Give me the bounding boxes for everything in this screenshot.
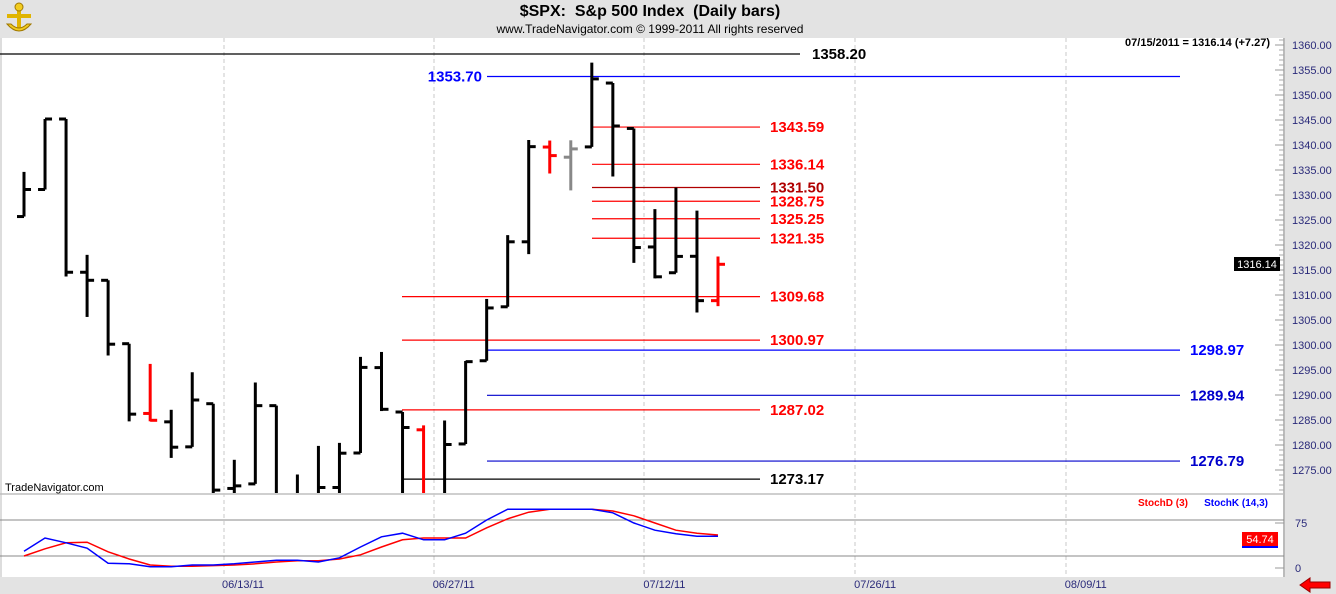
ohlc-bar[interactable]	[353, 356, 368, 455]
ohlc-bar[interactable]	[80, 254, 95, 317]
ohlc-bar[interactable]	[374, 351, 389, 412]
price-level-label: 1276.79	[1190, 453, 1244, 470]
stoch-d-line	[23, 508, 719, 567]
stoch-value-box	[1242, 532, 1278, 546]
chart-subtitle: www.TradeNavigator.com © 1999-2011 All r…	[496, 22, 804, 36]
stoch-y-tick-label: 75	[1295, 518, 1307, 530]
x-tick-label: 07/26/11	[854, 579, 896, 591]
price-level-label: 1336.14	[770, 156, 825, 173]
last-price-box	[1234, 257, 1280, 271]
ohlc-bar[interactable]	[647, 209, 662, 279]
gold-anchor-logo-icon	[5, 2, 33, 32]
ohlc-bar[interactable]	[332, 442, 347, 507]
y-tick-label: 1345.00	[1292, 115, 1332, 127]
y-tick-label: 1290.00	[1292, 390, 1332, 402]
ohlc-bar[interactable]	[668, 187, 683, 275]
ohlc-bar[interactable]	[500, 235, 515, 309]
price-level-label: 1300.97	[770, 332, 824, 349]
price-level-label: 1328.75	[770, 193, 824, 210]
x-tick-label: 07/12/11	[643, 579, 685, 591]
price-level-label: 1343.59	[770, 119, 824, 136]
y-tick-label: 1330.00	[1292, 190, 1332, 202]
price-level-label: 1331.50	[770, 180, 824, 197]
ohlc-bar[interactable]	[290, 474, 304, 554]
price-level-label: 1309.68	[770, 289, 824, 306]
ohlc-bar[interactable]	[626, 126, 641, 263]
ohlc-bar[interactable]	[122, 342, 137, 422]
y-tick-label: 1360.00	[1292, 40, 1332, 52]
price-level-label: 1273.17	[770, 471, 824, 488]
ohlc-bar[interactable]	[416, 425, 431, 508]
ohlc-bar[interactable]	[395, 410, 410, 531]
stoch-k-legend[interactable]: StochK (14,3)	[1204, 498, 1268, 509]
ohlc-bar[interactable]	[710, 256, 725, 307]
y-tick-label: 1355.00	[1292, 65, 1332, 77]
ohlc-bar[interactable]	[542, 140, 557, 174]
ohlc-bar[interactable]	[206, 402, 221, 504]
y-tick-label: 1315.00	[1292, 265, 1332, 277]
y-tick-label: 1275.00	[1292, 465, 1332, 477]
ohlc-bar[interactable]	[521, 139, 536, 255]
ohlc-bar[interactable]	[438, 420, 452, 507]
price-level-label: 1298.97	[1190, 342, 1244, 359]
y-tick-label: 1335.00	[1292, 165, 1332, 177]
ohlc-bar[interactable]	[269, 404, 283, 536]
y-tick-label: 1280.00	[1292, 440, 1332, 452]
x-tick-label: 06/13/11	[222, 579, 264, 591]
y-tick-label: 1305.00	[1292, 315, 1332, 327]
ohlc-bar[interactable]	[38, 117, 53, 191]
x-tick-label: 08/09/11	[1065, 579, 1107, 591]
stochastic-panel[interactable]	[0, 495, 1284, 577]
ohlc-bar[interactable]	[563, 140, 578, 191]
scroll-left-arrow-icon[interactable]	[1299, 577, 1331, 593]
ohlc-bar[interactable]	[248, 382, 263, 486]
ohlc-bar[interactable]	[59, 117, 74, 277]
chart-title: $SPX: S&p 500 Index (Daily bars)	[519, 3, 781, 20]
y-tick-label: 1285.00	[1292, 415, 1332, 427]
y-tick-label: 1300.00	[1292, 340, 1332, 352]
watermark: TradeNavigator.com	[5, 482, 104, 494]
ohlc-bar[interactable]	[584, 62, 599, 149]
y-tick-label: 1325.00	[1292, 215, 1332, 227]
last-price-label: 1316.14	[1237, 259, 1277, 271]
y-tick-label: 1310.00	[1292, 290, 1332, 302]
stoch-k-line	[23, 508, 718, 568]
y-tick-label: 1350.00	[1292, 90, 1332, 102]
ohlc-bar[interactable]	[605, 81, 620, 177]
quote-readout: 07/15/2011 = 1316.14 (+7.27)	[1125, 37, 1270, 49]
y-tick-label: 1320.00	[1292, 240, 1332, 252]
ohlc-bar[interactable]	[101, 278, 116, 356]
ohlc-bar[interactable]	[185, 372, 200, 449]
stoch-d-legend[interactable]: StochD (3)	[1138, 498, 1188, 509]
ohlc-bar[interactable]	[17, 171, 31, 219]
price-level-label: 1353.70	[428, 69, 482, 86]
price-level-label: 1287.02	[770, 402, 824, 419]
ohlc-bar[interactable]	[143, 363, 158, 422]
ohlc-bar[interactable]	[227, 459, 242, 517]
ohlc-bar[interactable]	[689, 210, 704, 313]
ohlc-bar[interactable]	[479, 298, 494, 363]
price-level-label: 1325.25	[770, 211, 824, 228]
stoch-value-label: 54.74	[1246, 534, 1274, 546]
stoch-y-tick-label: 0	[1295, 563, 1301, 575]
chart-header: $SPX: S&p 500 Index (Daily bars) www.Tra…	[0, 0, 1336, 38]
ohlc-bar[interactable]	[164, 409, 179, 458]
price-level-label: 1289.94	[1190, 387, 1245, 404]
price-level-label: 1321.35	[770, 230, 824, 247]
y-tick-label: 1340.00	[1292, 140, 1332, 152]
x-tick-label: 06/27/11	[433, 579, 475, 591]
y-tick-label: 1295.00	[1292, 365, 1332, 377]
ohlc-bar[interactable]	[311, 445, 326, 508]
price-level-label: 1358.20	[812, 46, 866, 63]
ohlc-bar[interactable]	[458, 360, 473, 446]
